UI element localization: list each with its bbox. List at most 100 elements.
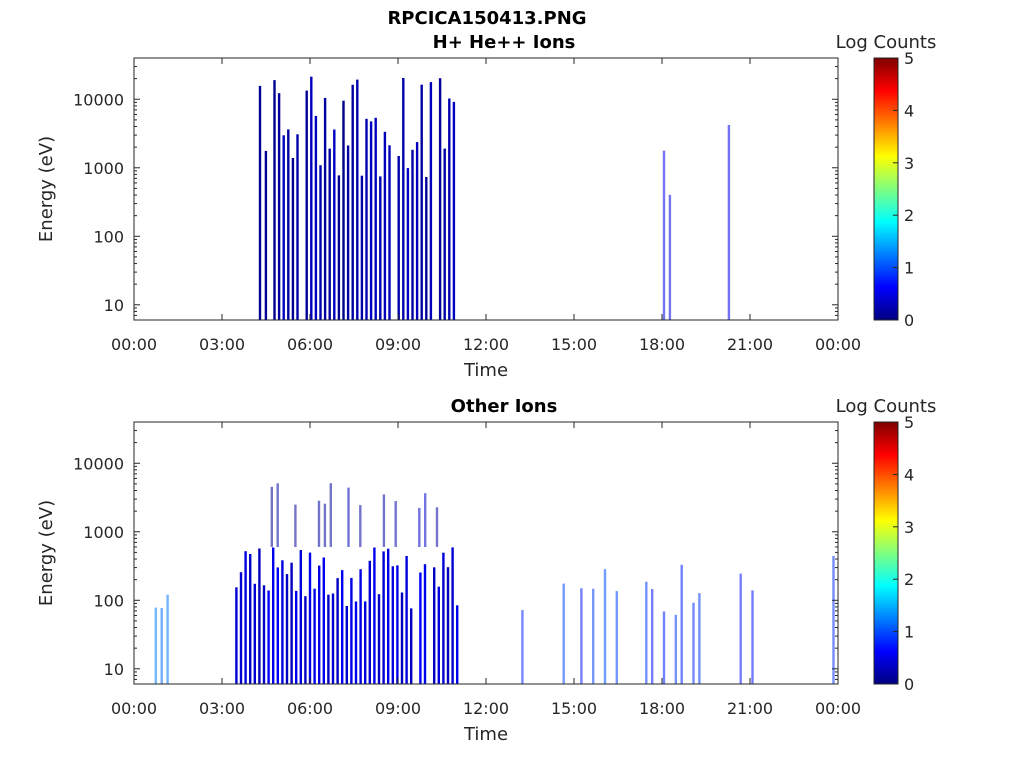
data-column-2 bbox=[291, 158, 295, 320]
data-column-0 bbox=[166, 594, 169, 684]
data-column-3 bbox=[662, 611, 666, 684]
colorbar bbox=[873, 421, 899, 685]
x-tick-label: 00:00 bbox=[111, 699, 157, 718]
data-column-1 bbox=[239, 572, 243, 684]
data-column-2 bbox=[310, 76, 313, 320]
data-column-3 bbox=[603, 569, 607, 684]
colorbar-tick-label: 5 bbox=[904, 49, 914, 68]
x-tick-label: 06:00 bbox=[287, 699, 333, 718]
data-column-3 bbox=[680, 564, 683, 684]
data-column-2 bbox=[323, 503, 327, 547]
plot-area bbox=[134, 422, 838, 684]
data-column-2 bbox=[418, 507, 421, 547]
data-column-2 bbox=[305, 90, 308, 320]
colorbar-tick-label: 0 bbox=[904, 675, 914, 694]
data-column-2 bbox=[406, 168, 410, 320]
data-column-1 bbox=[350, 577, 353, 684]
data-column-1 bbox=[396, 565, 399, 684]
spectrogram-data bbox=[258, 76, 731, 321]
data-column-1 bbox=[354, 601, 358, 684]
data-column-3 bbox=[562, 583, 565, 684]
data-column-1 bbox=[433, 567, 436, 684]
data-column-2 bbox=[356, 79, 359, 320]
data-column-2 bbox=[317, 500, 321, 547]
x-tick-label: 15:00 bbox=[551, 335, 597, 354]
data-column-2 bbox=[342, 100, 345, 320]
data-column-1 bbox=[387, 548, 390, 684]
x-tick-label: 12:00 bbox=[463, 335, 509, 354]
data-column-2 bbox=[294, 504, 297, 547]
data-column-1 bbox=[276, 567, 279, 684]
y-tick-label: 1000 bbox=[83, 523, 124, 542]
data-column-1 bbox=[318, 565, 321, 684]
data-column-1 bbox=[308, 552, 312, 684]
data-column-1 bbox=[345, 606, 348, 684]
y-tick-label: 10000 bbox=[73, 454, 124, 473]
y-tick-label: 10 bbox=[104, 660, 124, 679]
x-tick-label: 06:00 bbox=[287, 335, 333, 354]
x-tick-label: 09:00 bbox=[375, 335, 421, 354]
colorbar-tick-label: 1 bbox=[904, 623, 914, 642]
colorbar-label: Log Counts bbox=[836, 32, 937, 53]
data-column-3 bbox=[521, 610, 524, 684]
data-column-1 bbox=[299, 550, 302, 684]
data-column-2 bbox=[379, 176, 382, 320]
data-column-3 bbox=[727, 125, 731, 320]
data-column-1 bbox=[331, 593, 335, 684]
data-column-1 bbox=[391, 566, 394, 684]
data-column-0 bbox=[154, 607, 157, 684]
x-tick-label: 21:00 bbox=[727, 335, 773, 354]
data-column-3 bbox=[580, 588, 583, 684]
data-column-1 bbox=[377, 594, 381, 684]
spectrogram-data bbox=[154, 483, 835, 684]
y-tick-label: 100 bbox=[93, 591, 124, 610]
x-tick-label: 00:00 bbox=[111, 335, 157, 354]
data-column-1 bbox=[456, 605, 459, 684]
data-column-2 bbox=[287, 129, 290, 320]
y-axis-label: Energy (eV) bbox=[36, 500, 57, 606]
data-column-2 bbox=[435, 507, 439, 547]
colorbar-label: Log Counts bbox=[836, 396, 937, 417]
x-tick-label: 18:00 bbox=[639, 335, 685, 354]
data-column-1 bbox=[423, 564, 427, 684]
data-column-3 bbox=[698, 593, 701, 684]
data-column-2 bbox=[359, 505, 362, 547]
data-column-3 bbox=[615, 591, 618, 684]
data-column-3 bbox=[692, 602, 695, 684]
data-column-2 bbox=[360, 175, 364, 320]
data-column-3 bbox=[739, 573, 742, 684]
panel-h-he-ions: H+ He++ Ions 00:00 03:00 06:00 09:00 12:00 15:… bbox=[36, 32, 936, 381]
data-column-2 bbox=[402, 78, 405, 320]
data-column-2 bbox=[415, 142, 419, 320]
data-column-1 bbox=[295, 590, 298, 684]
x-tick-label: 03:00 bbox=[199, 699, 245, 718]
y-tick-label: 10 bbox=[104, 296, 124, 315]
data-column-2 bbox=[411, 149, 414, 320]
colorbar-tick-label: 0 bbox=[904, 311, 914, 330]
figure-title: RPCICA150413.PNG bbox=[387, 8, 586, 29]
data-column-2 bbox=[429, 82, 433, 320]
data-column-1 bbox=[336, 578, 339, 684]
data-column-2 bbox=[448, 98, 451, 320]
data-column-1 bbox=[272, 547, 275, 684]
x-axis-label: Time bbox=[463, 360, 508, 381]
data-column-2 bbox=[388, 145, 391, 320]
data-column-3 bbox=[674, 614, 677, 684]
data-column-2 bbox=[273, 80, 276, 320]
data-column-2 bbox=[270, 486, 273, 547]
colorbar-tick-label: 3 bbox=[904, 518, 914, 537]
data-column-3 bbox=[645, 581, 648, 684]
data-column-3 bbox=[662, 150, 666, 320]
data-column-1 bbox=[359, 569, 362, 684]
data-column-2 bbox=[314, 115, 318, 321]
colorbar-tick-label: 1 bbox=[904, 259, 914, 278]
colorbar-tick-label: 2 bbox=[904, 570, 914, 589]
data-column-2 bbox=[397, 156, 400, 320]
x-tick-label: 00:00 bbox=[815, 335, 861, 354]
y-tick-label: 1000 bbox=[83, 159, 124, 178]
data-column-3 bbox=[751, 590, 754, 684]
x-tick-label: 03:00 bbox=[199, 335, 245, 354]
data-column-1 bbox=[244, 551, 247, 684]
panel-title: H+ He++ Ions bbox=[433, 32, 576, 53]
data-column-1 bbox=[364, 601, 367, 684]
